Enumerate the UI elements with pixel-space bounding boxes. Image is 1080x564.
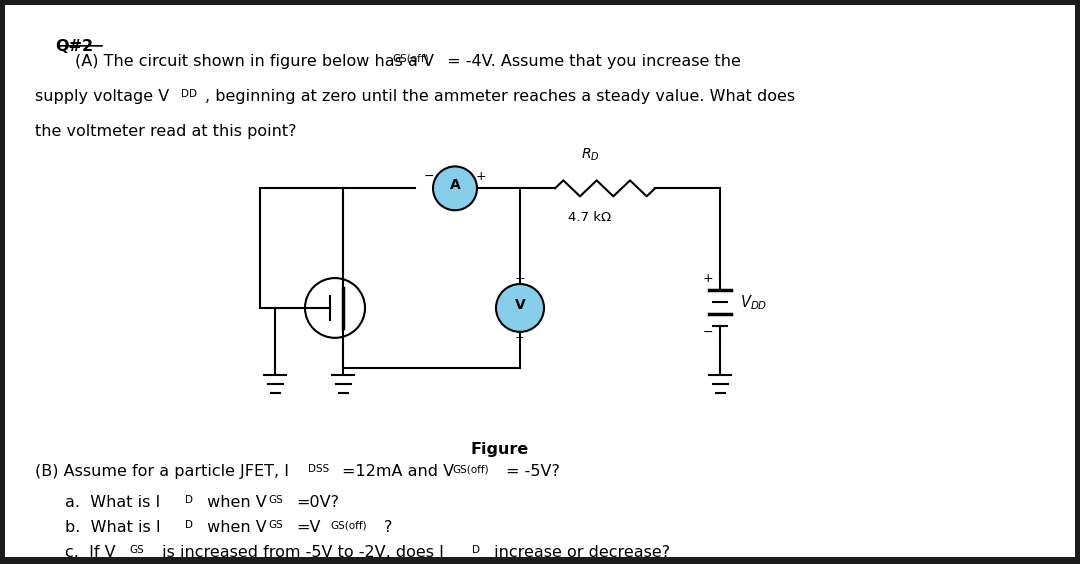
Text: ?: ? [384,520,392,535]
Text: A: A [449,178,460,192]
Text: a.  What is I: a. What is I [65,495,160,510]
Text: (A) The circuit shown in figure below has a V: (A) The circuit shown in figure below ha… [75,54,434,69]
Text: D: D [185,495,193,505]
Text: D: D [185,520,193,530]
Text: when V: when V [202,495,267,510]
Text: =12mA and V: =12mA and V [342,464,454,479]
Text: the voltmeter read at this point?: the voltmeter read at this point? [35,124,297,139]
Text: D: D [472,545,480,555]
Text: increase or decrease?: increase or decrease? [489,545,670,560]
Text: $V_{DD}$: $V_{DD}$ [740,294,767,312]
Text: DSS: DSS [308,464,329,474]
Text: (B) Assume for a particle JFET, I: (B) Assume for a particle JFET, I [35,464,289,479]
Text: GS: GS [268,495,283,505]
Text: +: + [703,271,713,285]
Text: =V: =V [296,520,321,535]
Text: =0V?: =0V? [296,495,339,510]
Text: −: − [423,170,434,183]
Text: +: + [475,170,486,183]
Text: is increased from -5V to -2V, does I: is increased from -5V to -2V, does I [157,545,444,560]
Text: GS(off): GS(off) [392,54,429,64]
Text: c.  If V: c. If V [65,545,116,560]
Circle shape [433,166,477,210]
Text: GS(off): GS(off) [453,464,488,474]
Text: 4.7 kΩ: 4.7 kΩ [568,212,611,224]
Text: supply voltage V: supply voltage V [35,89,170,104]
Text: GS: GS [268,520,283,530]
Text: −: − [515,333,525,343]
Text: Q#2: Q#2 [55,39,93,54]
Circle shape [305,278,365,338]
Text: +: + [515,271,525,285]
FancyBboxPatch shape [5,5,1075,557]
Text: = -4V. Assume that you increase the: = -4V. Assume that you increase the [442,54,741,69]
Circle shape [496,284,544,332]
Text: b.  What is I: b. What is I [65,520,161,535]
Text: when V: when V [202,520,267,535]
Text: V: V [515,298,525,312]
Text: DD: DD [180,89,197,99]
Text: , beginning at zero until the ammeter reaches a steady value. What does: , beginning at zero until the ammeter re… [205,89,795,104]
Text: = -5V?: = -5V? [507,464,559,479]
Text: Figure: Figure [471,443,529,457]
Text: GS(off): GS(off) [330,520,366,530]
Text: GS: GS [129,545,144,555]
Text: −: − [703,327,713,340]
Text: $R_D$: $R_D$ [581,147,599,164]
